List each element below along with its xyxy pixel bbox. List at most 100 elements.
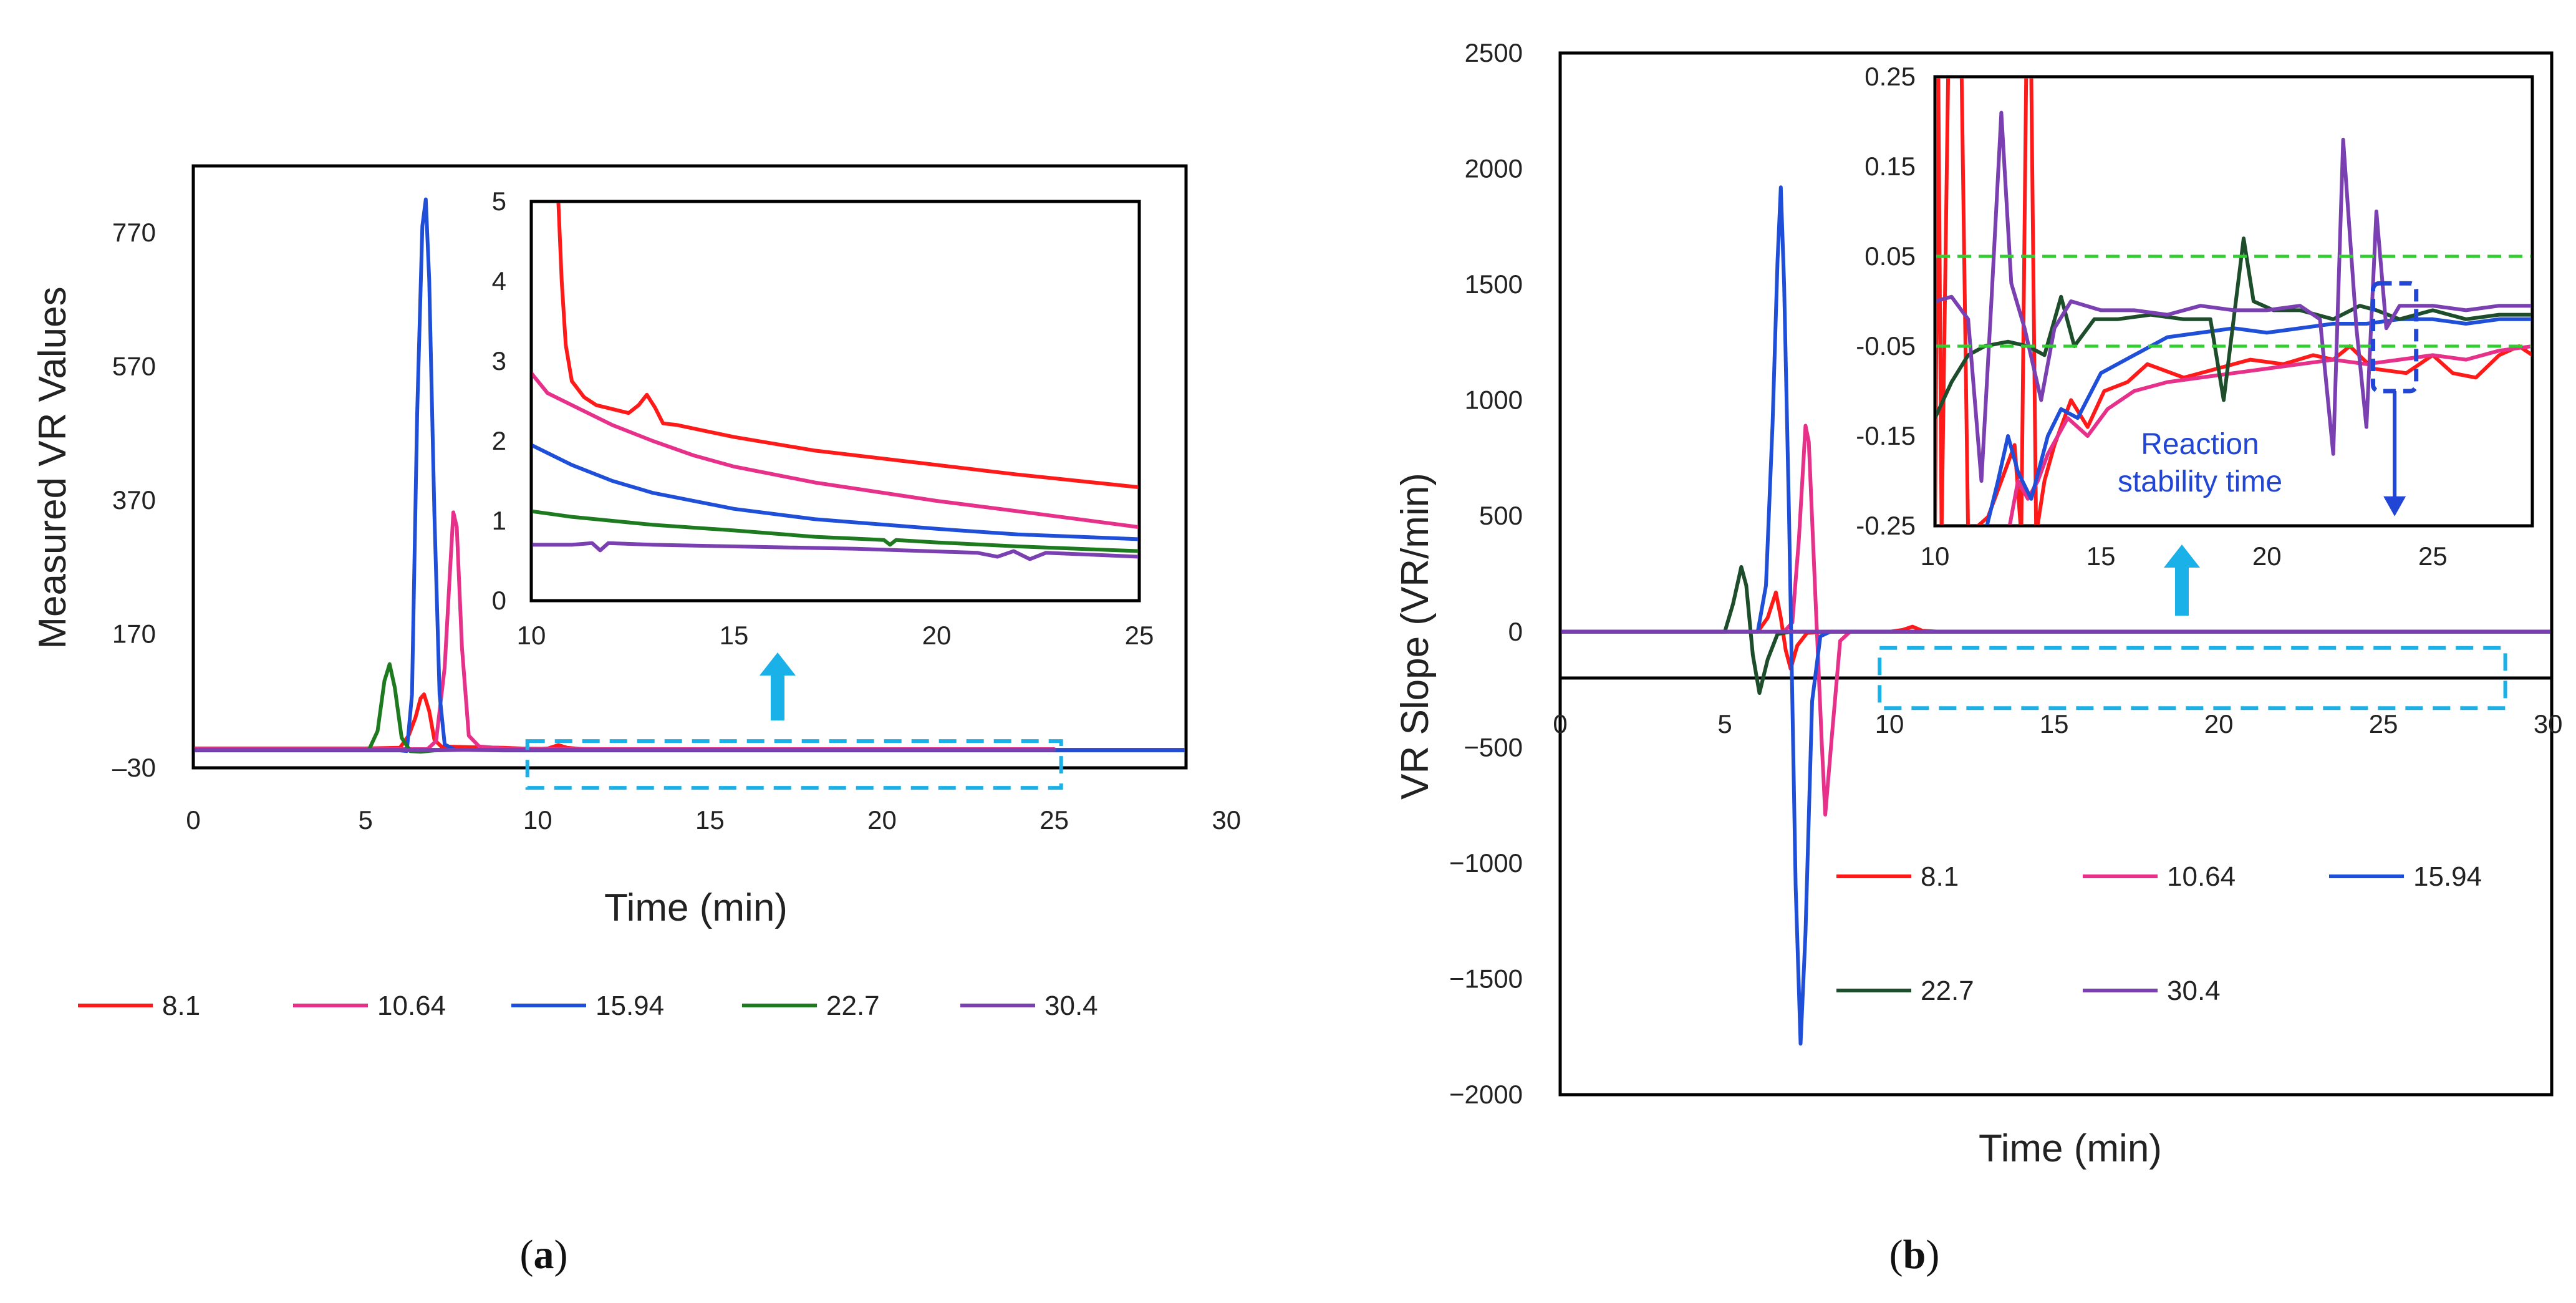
panel-b-up-arrow	[2164, 545, 2200, 616]
legend-label: 15.94	[596, 991, 664, 1021]
panel-a-inset-x-tick-label: 10	[517, 621, 546, 650]
panel-a-y-tick-label: 570	[112, 352, 156, 381]
panel-a-label: (a)	[520, 1232, 568, 1277]
panel-b-inset-y-tick-label: 0.25	[1864, 62, 1916, 91]
panel-b-annotation-text: Reaction	[2141, 428, 2259, 461]
panel-a-y-axis-title: Measured VR Values	[31, 286, 74, 649]
panel-a-x-tick-label: 0	[186, 805, 200, 835]
panel-b-inset-x-tick-label: 15	[2086, 541, 2116, 571]
panel-b-main-series	[1561, 185, 2550, 1046]
legend-item-30_4: 30.4	[960, 991, 1098, 1021]
panel-b-main-ticks: 0 5 10 15 20 25 30 −2000 −1500 −1000 −500 0 500 1000 1…	[1449, 38, 2563, 1109]
panel-a-x-tick-label: 20	[867, 805, 897, 835]
panel-b-annotation-text: stability time	[2118, 465, 2282, 498]
panel-a-up-arrow	[760, 652, 796, 720]
panel-b-y-tick-label: 2000	[1465, 154, 1523, 183]
panel-b-label: (b)	[1889, 1232, 1940, 1277]
panel-b-y-tick-label: 0	[1508, 617, 1523, 646]
series-line-a-inset-30_4	[533, 541, 1138, 561]
panel-b-x-axis-title: Time (min)	[1979, 1127, 2162, 1170]
legend-label: 15.94	[2413, 861, 2482, 892]
panel-a-inset-y-tick-label: 3	[492, 346, 506, 375]
panel-b-inset-y-tick-label: -0.15	[1856, 421, 1916, 450]
panel-a-inset-ticks: 10 15 20 25 0 1 2 3 4 5	[492, 186, 1154, 650]
series-line-a-inset-22_7	[533, 509, 1138, 553]
panel-b-inset-x-tick-label: 10	[1921, 541, 1950, 571]
series-line-b-main-8_1	[1561, 590, 2550, 671]
panel-a-highlight-box	[525, 739, 1063, 790]
panel-b-x-tick-label: 15	[2040, 709, 2069, 739]
panel-a-y-tick-label: 370	[112, 485, 156, 515]
legend-item-8_1: 8.1	[1836, 861, 1959, 892]
panel-a-x-tick-label: 5	[358, 805, 372, 835]
panel-a: 0 5 10 15 20 25 30 –30 170 370 570 770 10 15 20 25 0 1 2 3…	[31, 164, 1241, 1277]
panel-a-x-axis-title: Time (min)	[604, 886, 788, 929]
panel-b-y-tick-label: 1000	[1465, 385, 1523, 415]
panel-b-inset-x-tick-label: 20	[2252, 541, 2282, 571]
panel-b-inset-annotations: Reaction stability time	[1936, 254, 2531, 516]
panel-a-inset-y-tick-label: 5	[492, 186, 506, 216]
panel-b-y-tick-label: −500	[1464, 732, 1523, 762]
panel-b-inset-x-tick-label: 25	[2418, 541, 2448, 571]
panel-b-inset-y-tick-label: 0.05	[1864, 241, 1916, 271]
legend-item-15_94: 15.94	[2329, 861, 2482, 892]
panel-b-inset-y-tick-label: 0.15	[1864, 152, 1916, 181]
legend-label: 22.7	[826, 991, 880, 1021]
panel-b-down-arrow-head	[2383, 496, 2406, 516]
panel-b-legend: 8.1 10.64 15.94 22.7 30.4	[1836, 861, 2482, 1006]
series-line-b-main-15_94	[1561, 185, 2550, 1046]
panel-b-inset-y-tick-label: -0.25	[1856, 511, 1916, 540]
panel-a-inset-x-tick-label: 15	[720, 621, 749, 650]
legend-label: 30.4	[2167, 976, 2221, 1006]
panel-a-inset-y-tick-label: 2	[492, 426, 506, 455]
panel-b: 0 5 10 15 20 25 30 −2000 −1500 −1000 −500 0 500 1000 1…	[1394, 38, 2563, 1277]
series-line-b-inset-22_7	[1936, 236, 2531, 420]
panel-b-x-tick-label: 30	[2534, 709, 2563, 739]
legend-label: 10.64	[2167, 861, 2236, 892]
legend-item-10_64: 10.64	[2083, 861, 2236, 892]
series-line-a-inset-10_64	[533, 371, 1138, 529]
panel-b-y-tick-label: −2000	[1449, 1080, 1523, 1109]
series-line-b-inset-10_64	[2008, 344, 2531, 525]
legend-item-22_7: 22.7	[1836, 976, 1974, 1006]
panel-a-inset-x-tick-label: 25	[1125, 621, 1154, 650]
panel-b-y-tick-label: 1500	[1465, 269, 1523, 299]
panel-a-legend: 8.1 10.64 15.94 22.7 30.4	[78, 991, 1098, 1021]
panel-a-inset-y-tick-label: 0	[492, 586, 506, 615]
panel-a-y-tick-label: –30	[112, 753, 156, 782]
panel-b-inset-y-tick-label: -0.05	[1856, 331, 1916, 361]
legend-label: 8.1	[162, 991, 200, 1021]
panel-a-y-tick-label: 770	[112, 218, 156, 247]
legend-label: 8.1	[1921, 861, 1959, 892]
panel-a-x-tick-label: 10	[523, 805, 552, 835]
legend-label: 22.7	[1921, 976, 1974, 1006]
panel-b-y-tick-label: −1000	[1449, 848, 1523, 878]
panel-b-x-tick-label: 25	[2369, 709, 2398, 739]
series-line-b-inset-8_1	[1936, 78, 2531, 525]
panel-b-y-axis-title: VR Slope (VR/min)	[1394, 473, 1437, 800]
legend-label: 30.4	[1044, 991, 1098, 1021]
panel-b-y-tick-label: 500	[1479, 501, 1523, 530]
panel-a-x-tick-label: 25	[1040, 805, 1069, 835]
panel-a-x-tick-label: 15	[695, 805, 725, 835]
panel-b-x-tick-label: 10	[1875, 709, 1904, 739]
panel-a-main-series	[195, 197, 1185, 754]
panel-b-y-tick-label: −1500	[1449, 964, 1523, 993]
panel-b-x-tick-label: 0	[1553, 709, 1567, 739]
legend-item-8_1: 8.1	[78, 991, 200, 1021]
panel-b-inset-ticks: 10 15 20 25 -0.25 -0.15 -0.05 0.05 0.15 0.25	[1856, 62, 2447, 571]
legend-item-22_7: 22.7	[742, 991, 880, 1021]
panel-b-x-tick-label: 5	[1717, 709, 1732, 739]
panel-a-inset-x-tick-label: 20	[922, 621, 952, 650]
legend-item-30_4: 30.4	[2083, 976, 2221, 1006]
panel-a-x-tick-label: 30	[1212, 805, 1241, 835]
legend-item-10_64: 10.64	[293, 991, 446, 1021]
series-line-b-inset-30_4	[1936, 110, 2531, 483]
panel-a-inset-y-tick-label: 4	[492, 266, 506, 296]
panel-b-x-tick-label: 20	[2204, 709, 2234, 739]
legend-item-15_94: 15.94	[511, 991, 664, 1021]
series-line-a-inset-15_94	[533, 443, 1138, 541]
panel-b-y-tick-label: 2500	[1465, 38, 1523, 67]
